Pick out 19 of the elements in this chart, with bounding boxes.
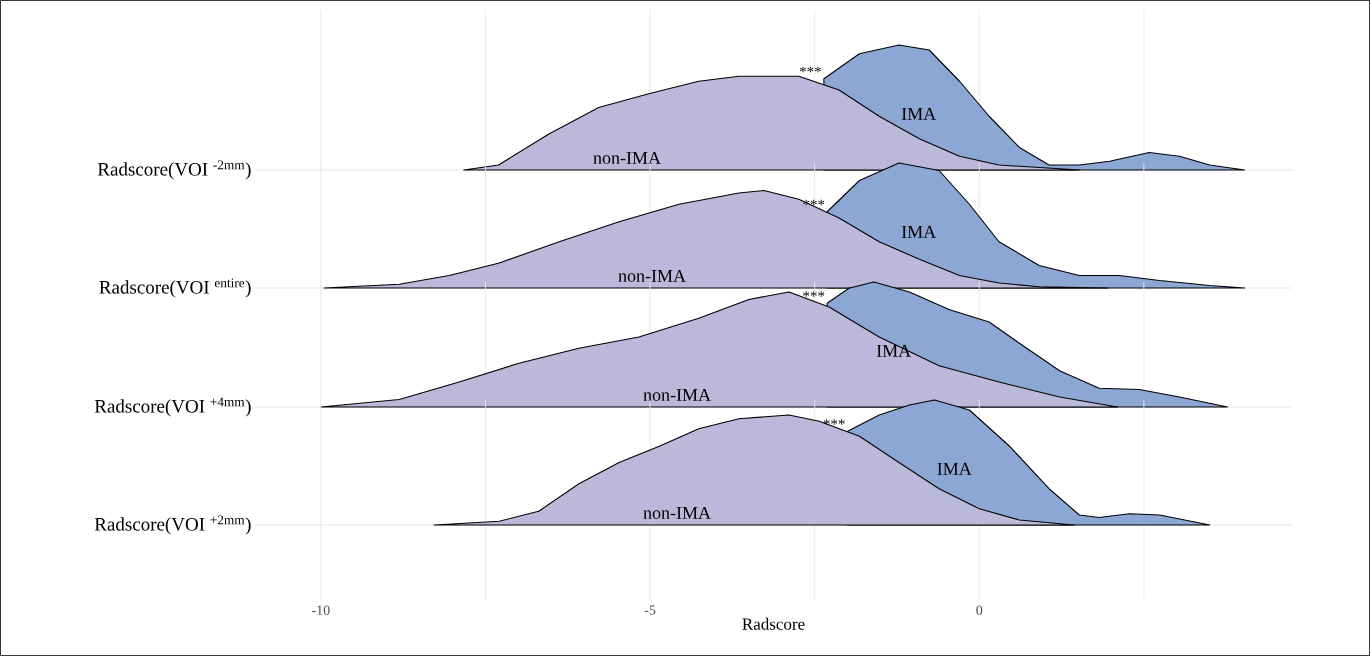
series-label: IMA xyxy=(901,107,937,120)
x-tick-label: -5 xyxy=(644,605,656,615)
y-axis-title: Radscore(VOI $^{-2mm}$) xyxy=(97,160,251,180)
x-axis-title: Radscore xyxy=(742,617,805,630)
x-tick-label: 0 xyxy=(976,605,983,615)
series-label: IMA xyxy=(901,225,937,238)
annotation: *** xyxy=(823,419,845,425)
series-label: non-IMA xyxy=(643,388,711,401)
series-label: non-IMA xyxy=(643,506,711,519)
series-label: IMA xyxy=(876,344,912,357)
annotation: *** xyxy=(799,66,821,73)
series-label: non-IMA xyxy=(593,151,661,164)
annotation: *** xyxy=(803,291,825,297)
series-label: IMA xyxy=(937,462,972,475)
y-axis-title: Radscore(VOI $^{+4mm}$) xyxy=(94,397,251,417)
y-axis-title: Radscore(VOI $^{entire}$) xyxy=(99,278,251,298)
y-axis-title: Radscore(VOI $^{+2mm}$) xyxy=(94,515,251,535)
x-tick-label: -10 xyxy=(312,605,330,615)
series-label: non-IMA xyxy=(618,269,686,282)
